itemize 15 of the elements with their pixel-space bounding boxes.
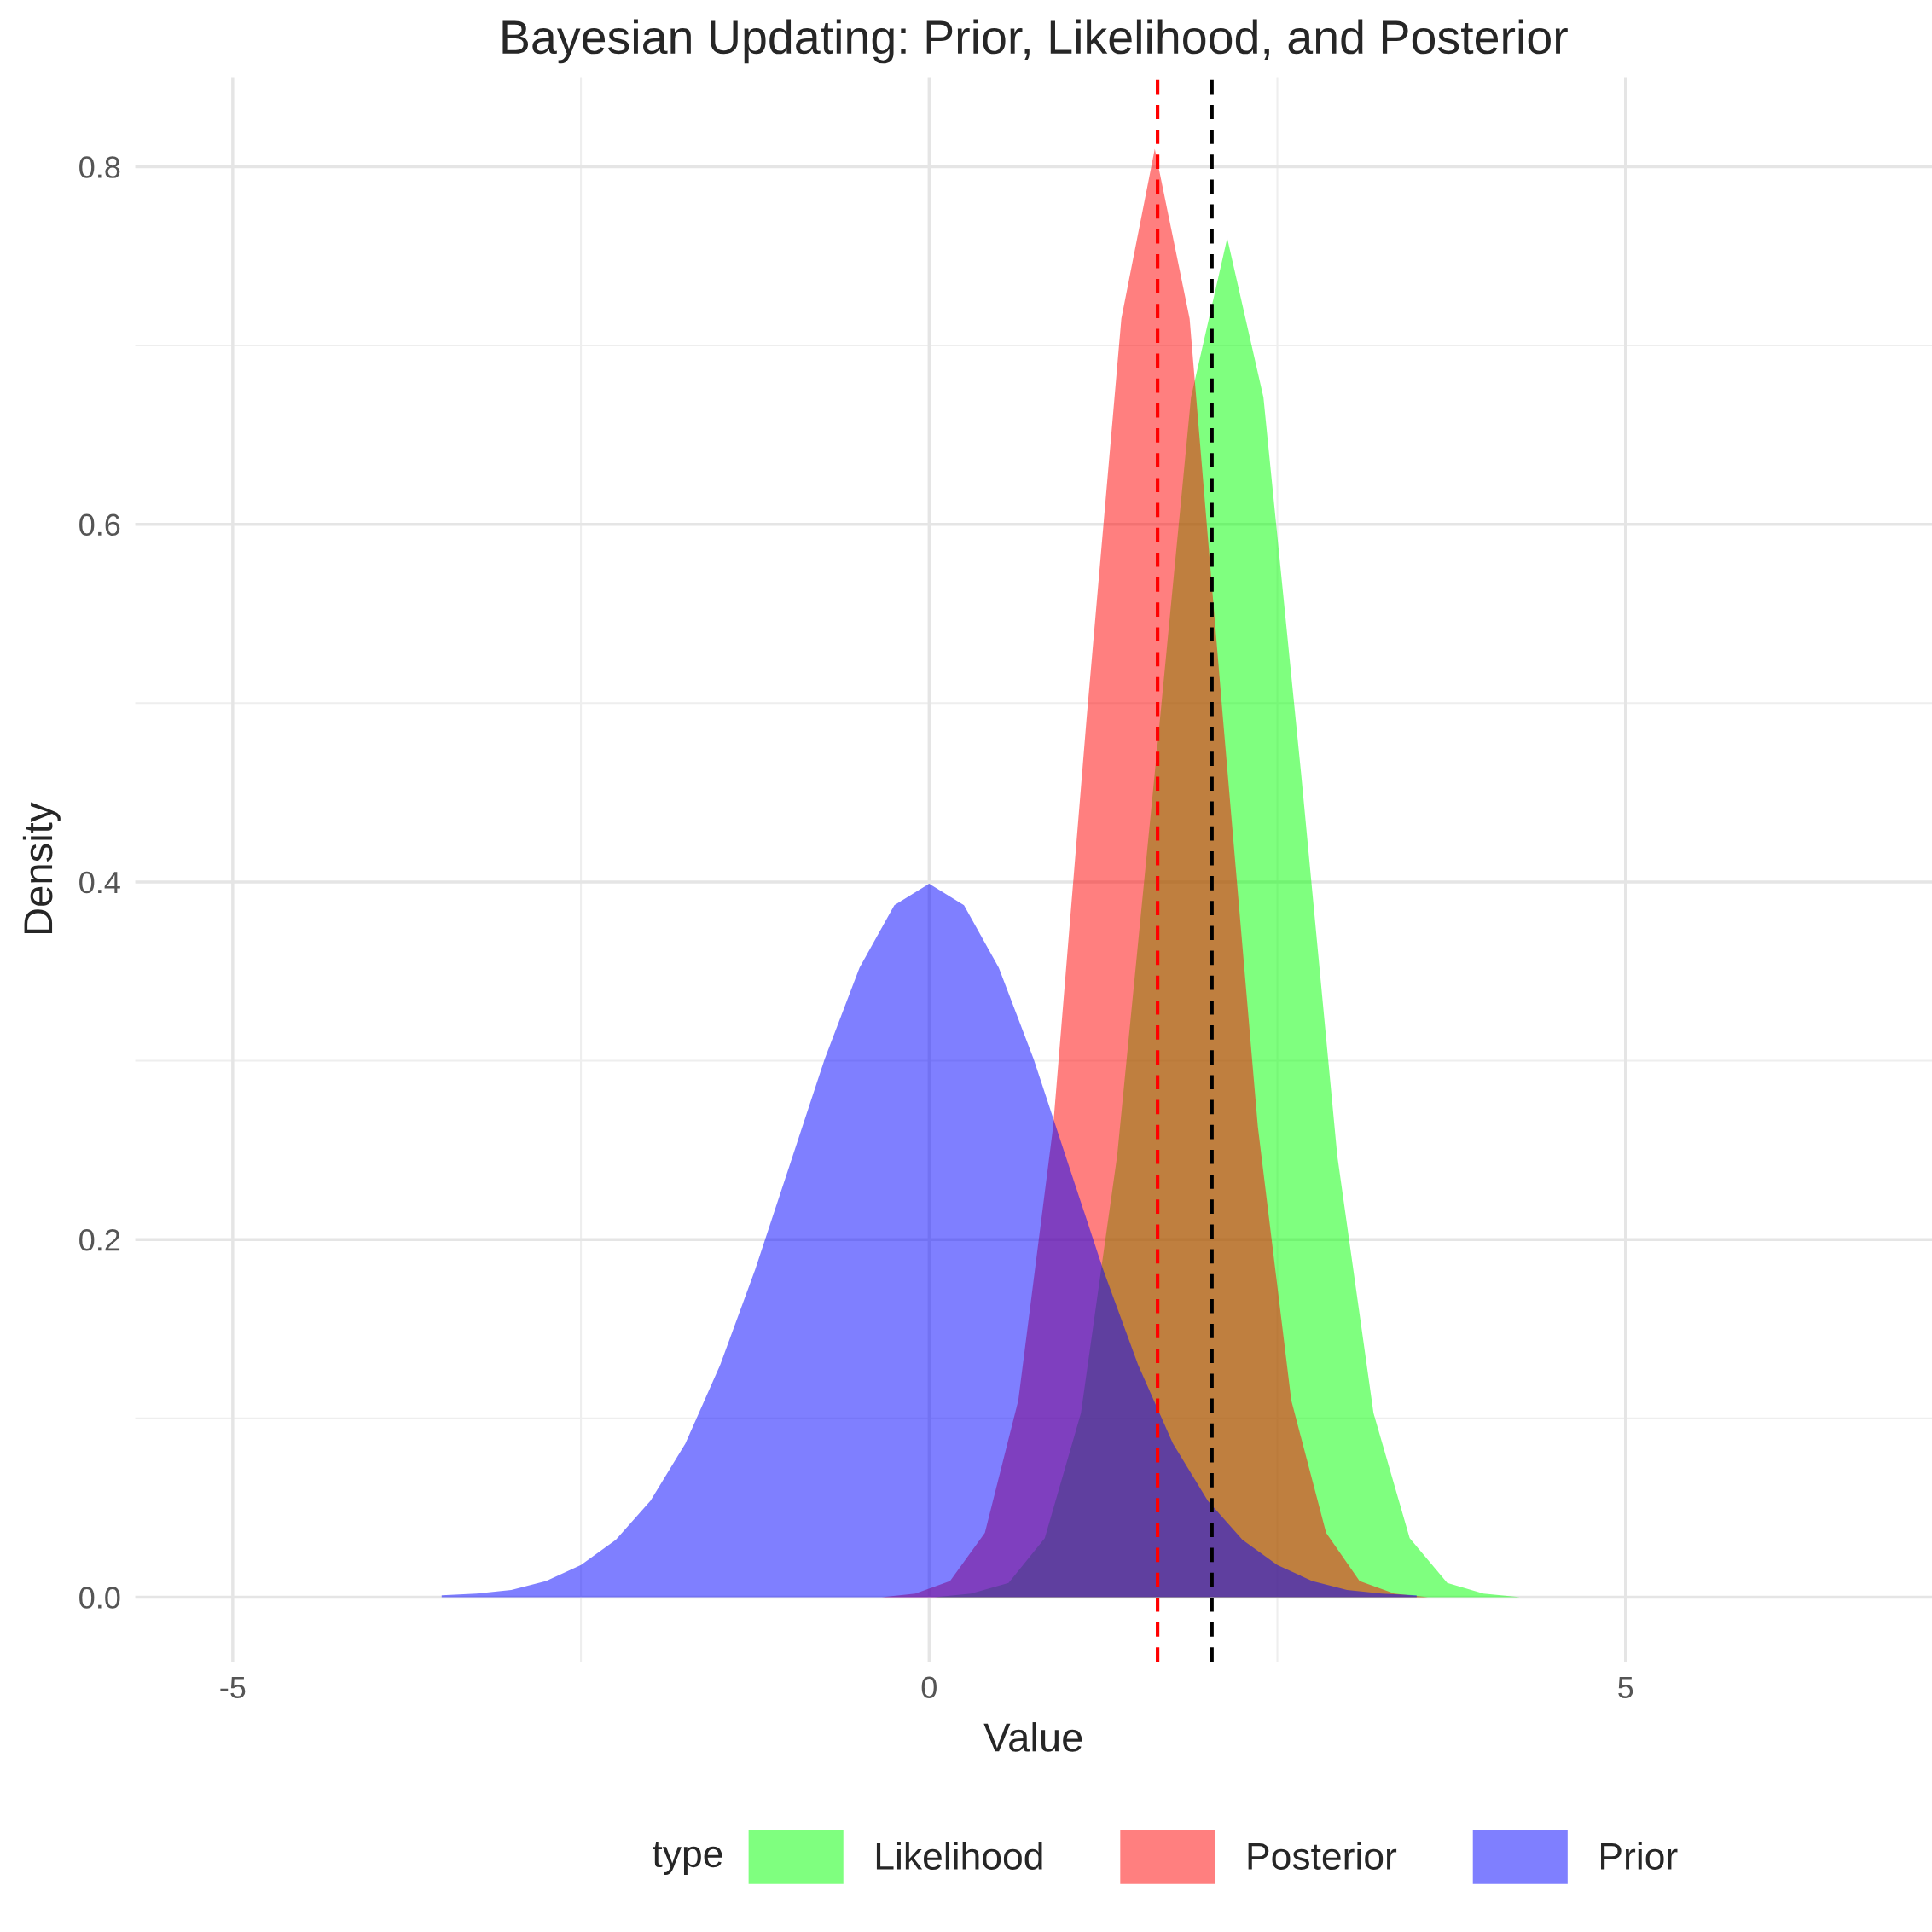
chart-title: Bayesian Updating: Prior, Likelihood, and Posterior xyxy=(502,19,1568,64)
y-tick-label: 0.6 xyxy=(79,513,120,537)
legend-label: Likelihood xyxy=(876,1842,1042,1870)
x-tick-label: 5 xyxy=(1618,1676,1633,1699)
x-tick-label: -5 xyxy=(220,1676,246,1699)
legend-title: type xyxy=(653,1842,722,1875)
y-tick-label: 0.8 xyxy=(79,156,120,178)
y-tick-label: 0.4 xyxy=(79,871,120,894)
legend-label: Posterior xyxy=(1248,1842,1397,1870)
y-tick-label: 0.2 xyxy=(79,1229,120,1251)
x-tick-label: 0 xyxy=(921,1676,937,1699)
x-axis-title: Value xyxy=(983,1722,1082,1752)
y-axis-title: Density xyxy=(22,802,61,934)
y-tick-label: 0.0 xyxy=(79,1587,120,1609)
legend-label: Prior xyxy=(1601,1842,1678,1870)
